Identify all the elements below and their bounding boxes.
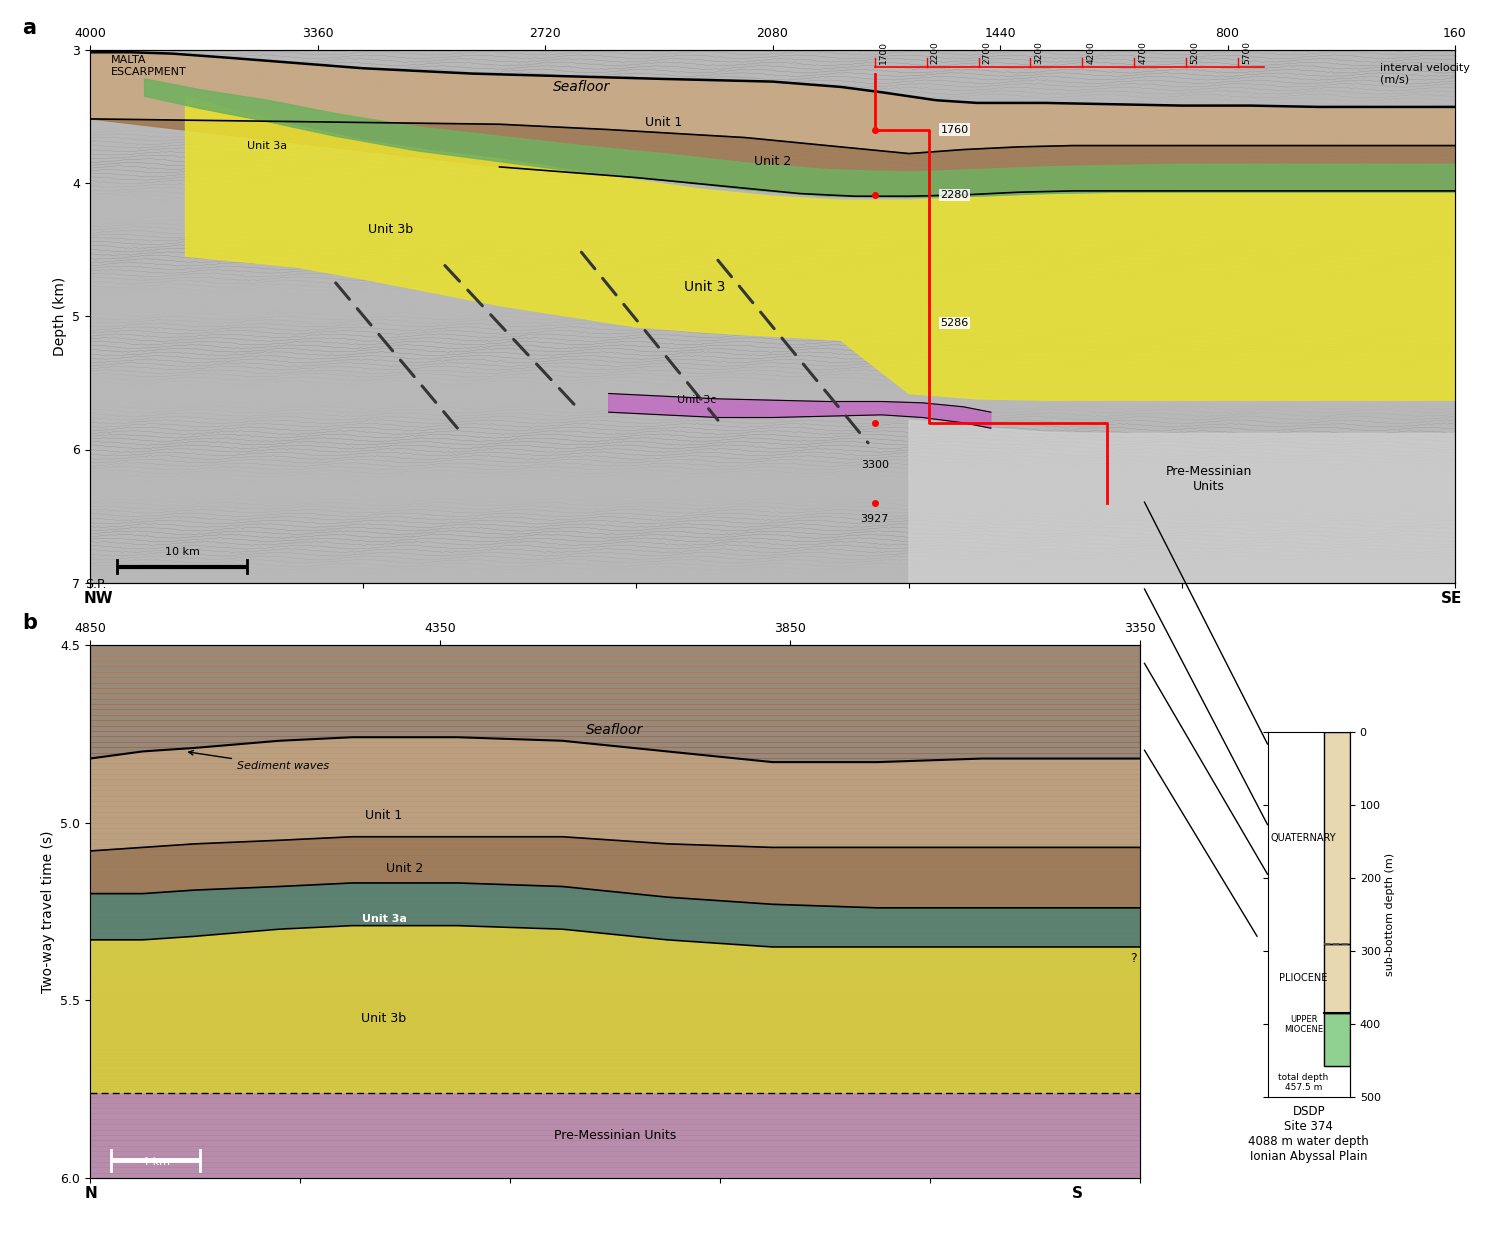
- Text: Seafloor: Seafloor: [586, 723, 644, 737]
- Text: Seafloor: Seafloor: [554, 79, 610, 94]
- Polygon shape: [186, 97, 1455, 401]
- Text: 4700: 4700: [1138, 41, 1148, 64]
- Text: S.P.: S.P.: [84, 579, 106, 591]
- Text: 4 km: 4 km: [142, 1157, 170, 1167]
- Text: 1760: 1760: [940, 124, 969, 135]
- Text: Unit 3b: Unit 3b: [368, 223, 413, 236]
- Text: MALTA
ESCARPMENT: MALTA ESCARPMENT: [111, 55, 186, 77]
- Text: Unit 3c: Unit 3c: [676, 396, 717, 405]
- Y-axis label: Depth (km): Depth (km): [53, 277, 66, 356]
- Text: Unit 3b: Unit 3b: [362, 1012, 407, 1024]
- Polygon shape: [90, 837, 1140, 908]
- Text: 1700: 1700: [879, 41, 888, 64]
- Polygon shape: [609, 393, 992, 428]
- Text: 4200: 4200: [1086, 41, 1095, 64]
- Text: Unit 1: Unit 1: [366, 808, 402, 822]
- Bar: [1324, 1013, 1350, 1066]
- Text: DSDP
Site 374
4088 m water depth
Ionian Abyssal Plain: DSDP Site 374 4088 m water depth Ionian …: [1248, 1105, 1370, 1163]
- Polygon shape: [909, 420, 1455, 583]
- Text: 2280: 2280: [940, 190, 969, 200]
- Text: Unit 3a: Unit 3a: [248, 140, 288, 150]
- Bar: [1324, 1013, 1350, 1066]
- Bar: [1324, 732, 1350, 944]
- Text: 3200: 3200: [1035, 41, 1044, 64]
- Text: QUATERNARY: QUATERNARY: [1270, 833, 1336, 843]
- Text: Unit 2: Unit 2: [754, 155, 790, 169]
- Polygon shape: [90, 52, 1455, 154]
- Text: b: b: [21, 613, 36, 632]
- Bar: [1324, 944, 1350, 1013]
- Polygon shape: [90, 1092, 1140, 1195]
- Polygon shape: [144, 79, 1455, 197]
- Text: 3927: 3927: [861, 513, 889, 523]
- Bar: [1324, 944, 1350, 1013]
- Text: N: N: [84, 1185, 98, 1202]
- Text: 10 km: 10 km: [165, 548, 200, 558]
- Text: ?: ?: [1131, 952, 1137, 965]
- Bar: [1324, 732, 1350, 944]
- Text: Pre-Messinian Units: Pre-Messinian Units: [554, 1128, 676, 1142]
- Text: 3300: 3300: [861, 460, 889, 470]
- Text: Unit 3: Unit 3: [684, 280, 724, 294]
- Text: 2200: 2200: [932, 41, 940, 64]
- Text: Sediment waves: Sediment waves: [189, 750, 328, 771]
- Text: total depth
457.5 m: total depth 457.5 m: [1278, 1073, 1329, 1092]
- Text: Unit 3a: Unit 3a: [362, 914, 407, 924]
- Text: 2700: 2700: [982, 41, 992, 64]
- Text: Pre-Messinian
Units: Pre-Messinian Units: [1166, 465, 1252, 492]
- Text: PLIOCENE: PLIOCENE: [1280, 973, 1328, 983]
- Y-axis label: Two-way travel time (s): Two-way travel time (s): [40, 830, 54, 993]
- Text: Unit 1: Unit 1: [645, 117, 682, 129]
- Polygon shape: [90, 119, 1455, 196]
- Text: 5700: 5700: [1242, 41, 1251, 64]
- Text: interval velocity
(m/s): interval velocity (m/s): [1380, 63, 1470, 84]
- Polygon shape: [90, 738, 1140, 851]
- Text: 5200: 5200: [1190, 41, 1198, 64]
- Text: S: S: [1071, 1185, 1083, 1202]
- Text: SE: SE: [1440, 590, 1462, 606]
- Polygon shape: [90, 925, 1140, 1092]
- Polygon shape: [90, 883, 1140, 947]
- Text: NW: NW: [82, 590, 112, 606]
- Text: Unit 2: Unit 2: [387, 862, 423, 875]
- Text: UPPER
MIOCENE: UPPER MIOCENE: [1284, 1014, 1323, 1034]
- Y-axis label: sub-bottom depth (m): sub-bottom depth (m): [1384, 853, 1395, 976]
- Text: a: a: [21, 17, 36, 37]
- Text: 5286: 5286: [940, 317, 969, 327]
